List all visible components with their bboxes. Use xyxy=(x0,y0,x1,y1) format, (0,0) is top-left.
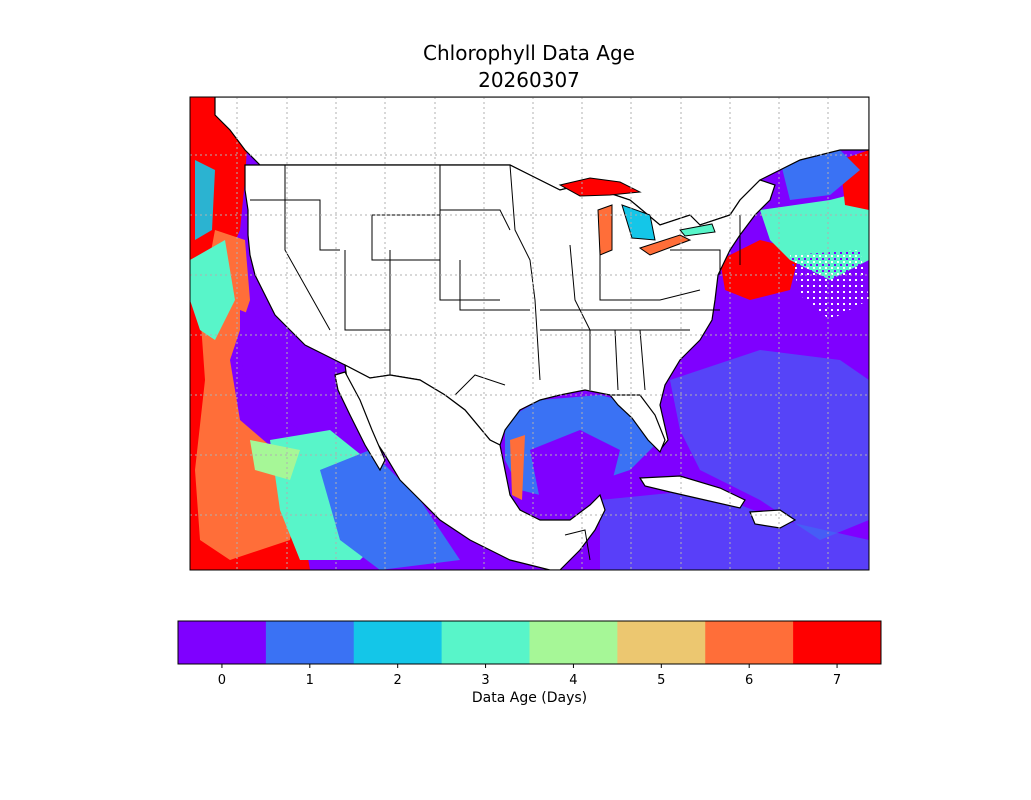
lake-huron xyxy=(621,204,656,241)
colorbar-tick-label-7: 7 xyxy=(833,673,841,688)
map-gridlines xyxy=(190,97,869,570)
land-baja xyxy=(334,371,386,472)
colorbar-swatch-2 xyxy=(353,621,443,664)
gulf-purple-patch xyxy=(530,430,620,510)
pacific-aqua-band xyxy=(190,240,235,340)
colorbar-frame xyxy=(177,620,882,665)
colorbar-tick-label-0: 0 xyxy=(218,673,226,688)
lake-superior xyxy=(558,177,642,197)
caribbean-mixed xyxy=(600,490,869,570)
colorbar-swatch-7 xyxy=(793,621,882,664)
land-cuba xyxy=(638,475,746,509)
land-mexico xyxy=(344,363,606,570)
gulf-orange-patch xyxy=(510,435,525,500)
map-frame xyxy=(189,96,870,571)
colorbar-swatch-5 xyxy=(617,621,706,664)
land-florida xyxy=(608,394,666,454)
atlantic-white-patch xyxy=(790,250,869,320)
state-borders xyxy=(250,164,741,561)
pacific-cyan-patch xyxy=(195,160,215,240)
colorbar-tick-label-6: 6 xyxy=(745,673,753,688)
colorbar-tick-label-1: 1 xyxy=(306,673,314,688)
lake-erie xyxy=(638,234,692,256)
colorbar-swatch-6 xyxy=(705,621,794,664)
colorbar-tick-label-3: 3 xyxy=(481,673,489,688)
colorbar-swatch-3 xyxy=(441,621,530,664)
pacific-lightgreen-patch xyxy=(250,440,300,480)
lake-michigan xyxy=(597,204,613,256)
map-date: 20260307 xyxy=(478,68,580,92)
colorbar-tick-label-5: 5 xyxy=(657,673,665,688)
lake-ontario xyxy=(679,223,716,237)
colorbar-swatch-0 xyxy=(178,621,267,664)
map-title: Chlorophyll Data Age xyxy=(423,41,635,65)
atlantic-blue-patch xyxy=(670,350,869,540)
colorbar-swatch-1 xyxy=(265,621,355,664)
colorbar-swatch-4 xyxy=(529,621,618,664)
colorbar-tick-label-2: 2 xyxy=(394,673,402,688)
colorbar-tick-label-4: 4 xyxy=(569,673,577,688)
pacific-blue-patch xyxy=(320,450,460,570)
atlantic-north-blue xyxy=(780,150,860,200)
colorbar-label: Data Age (Days) xyxy=(471,690,588,706)
pacific-purple-patch xyxy=(240,310,340,430)
